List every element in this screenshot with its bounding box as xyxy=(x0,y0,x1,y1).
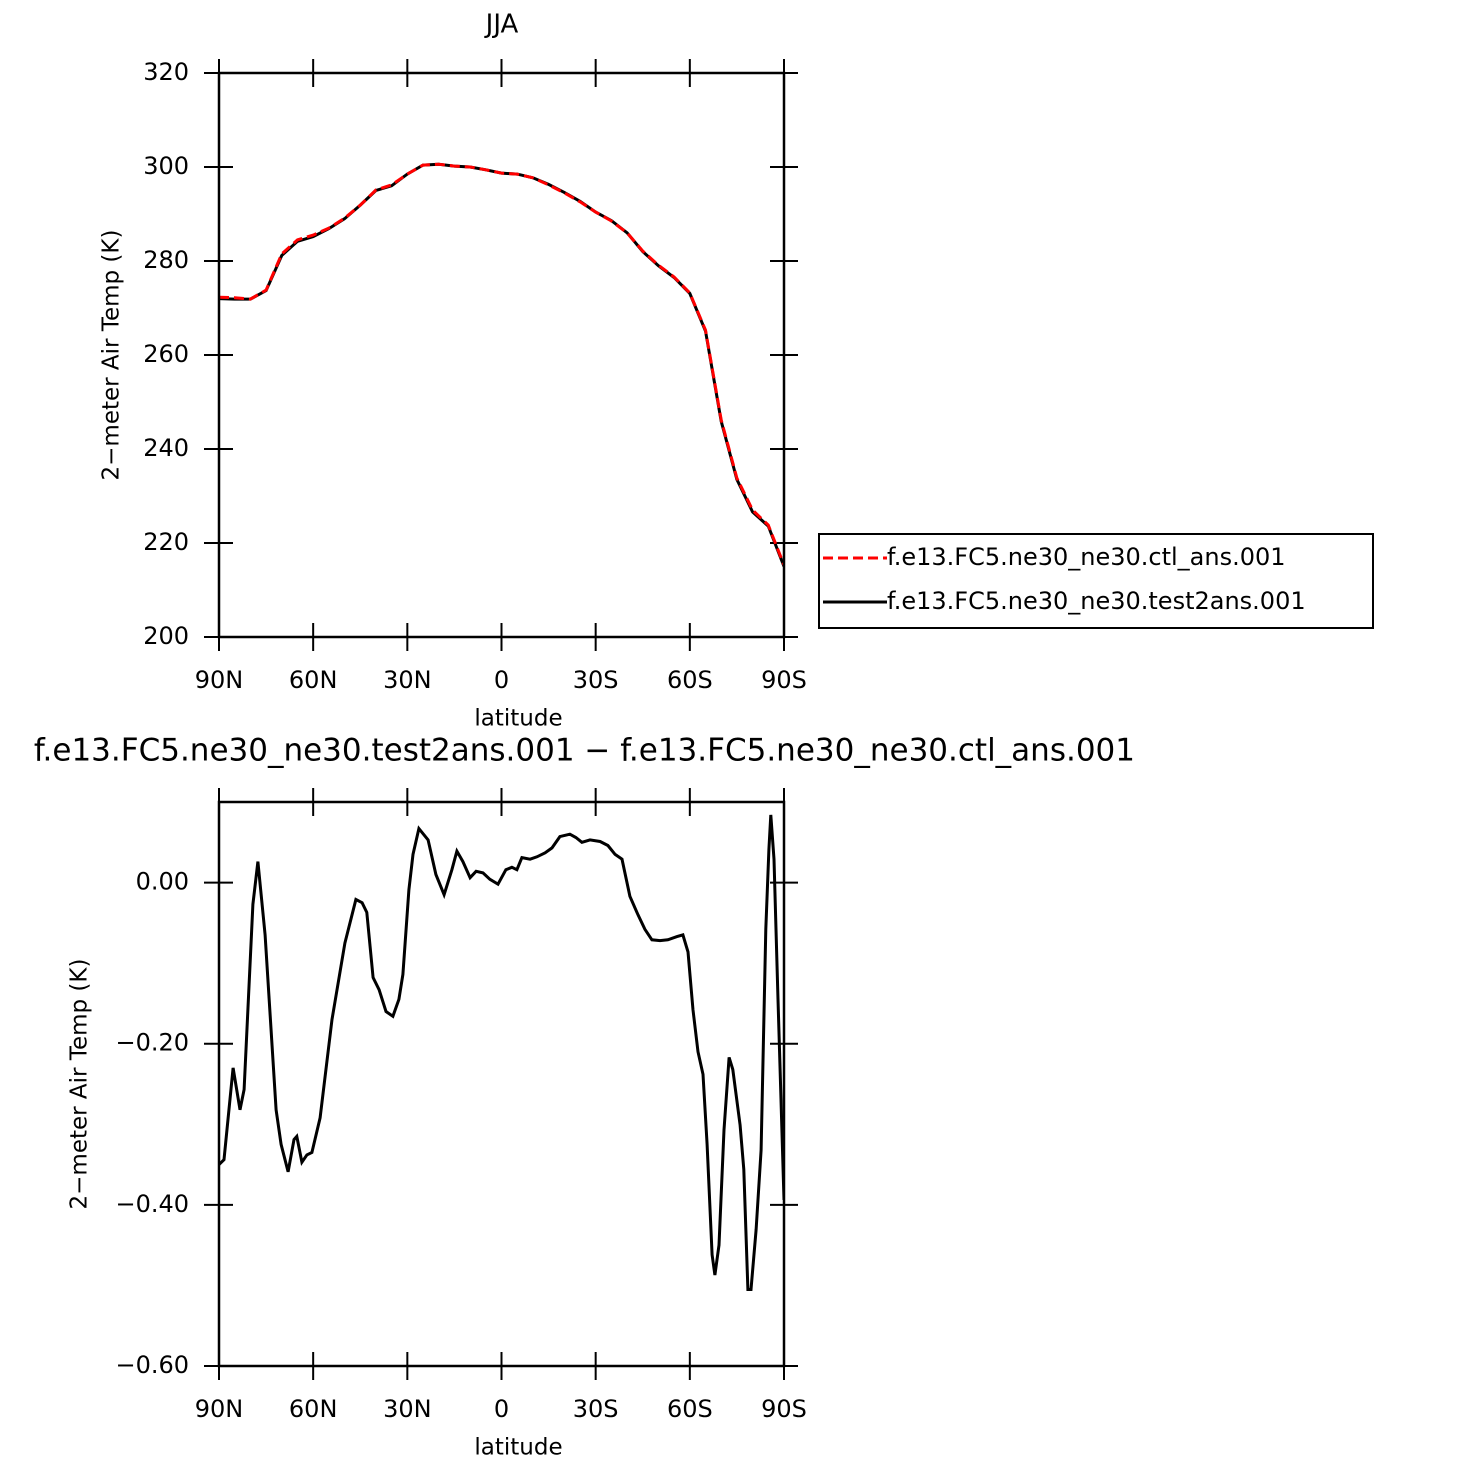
legend-box xyxy=(818,533,1374,629)
x-tick-label: 60S xyxy=(667,666,713,694)
data-line xyxy=(219,814,784,1291)
legend-label: f.e13.FC5.ne30_ne30.test2ans.001 xyxy=(887,587,1306,615)
x-tick-label: 0 xyxy=(494,1395,509,1423)
plot-frame xyxy=(217,800,786,1368)
x-tick-label: 90N xyxy=(195,1395,244,1423)
y-tick-label: 280 xyxy=(143,246,189,274)
y-tick-label: 220 xyxy=(143,528,189,556)
y-tick-label: 0.00 xyxy=(136,868,189,896)
plot-frame xyxy=(217,71,786,639)
y-tick-label: −0.40 xyxy=(115,1190,189,1218)
y-tick-label: 240 xyxy=(143,434,189,462)
x-axis-label: latitude xyxy=(474,706,562,732)
y-tick-label: −0.20 xyxy=(115,1029,189,1057)
y-tick-label: 320 xyxy=(143,58,189,86)
data-line xyxy=(219,162,784,568)
y-axis-label: 2−meter Air Temp (K) xyxy=(67,959,93,1210)
x-tick-label: 60N xyxy=(289,666,338,694)
x-tick-label: 30N xyxy=(383,1395,432,1423)
x-tick-label: 60S xyxy=(667,1395,713,1423)
x-tick-label: 0 xyxy=(494,666,509,694)
chart-title: f.e13.FC5.ne30_ne30.test2ans.001 − f.e13… xyxy=(34,733,1135,769)
x-tick-label: 90N xyxy=(195,666,244,694)
x-tick-label: 30S xyxy=(573,1395,619,1423)
x-tick-label: 30N xyxy=(383,666,432,694)
x-tick-label: 90S xyxy=(761,1395,807,1423)
y-axis-label: 2−meter Air Temp (K) xyxy=(99,230,125,481)
x-tick-label: 60N xyxy=(289,1395,338,1423)
x-tick-label: 30S xyxy=(573,666,619,694)
y-tick-label: −0.60 xyxy=(115,1351,189,1379)
x-tick-label: 90S xyxy=(761,666,807,694)
y-tick-label: 260 xyxy=(143,340,189,368)
chart-title: JJA xyxy=(484,10,519,40)
y-tick-label: 300 xyxy=(143,152,189,180)
legend-label: f.e13.FC5.ne30_ne30.ctl_ans.001 xyxy=(887,543,1286,571)
x-axis-label: latitude xyxy=(474,1435,562,1461)
y-tick-label: 200 xyxy=(143,622,189,650)
data-line xyxy=(219,162,784,566)
